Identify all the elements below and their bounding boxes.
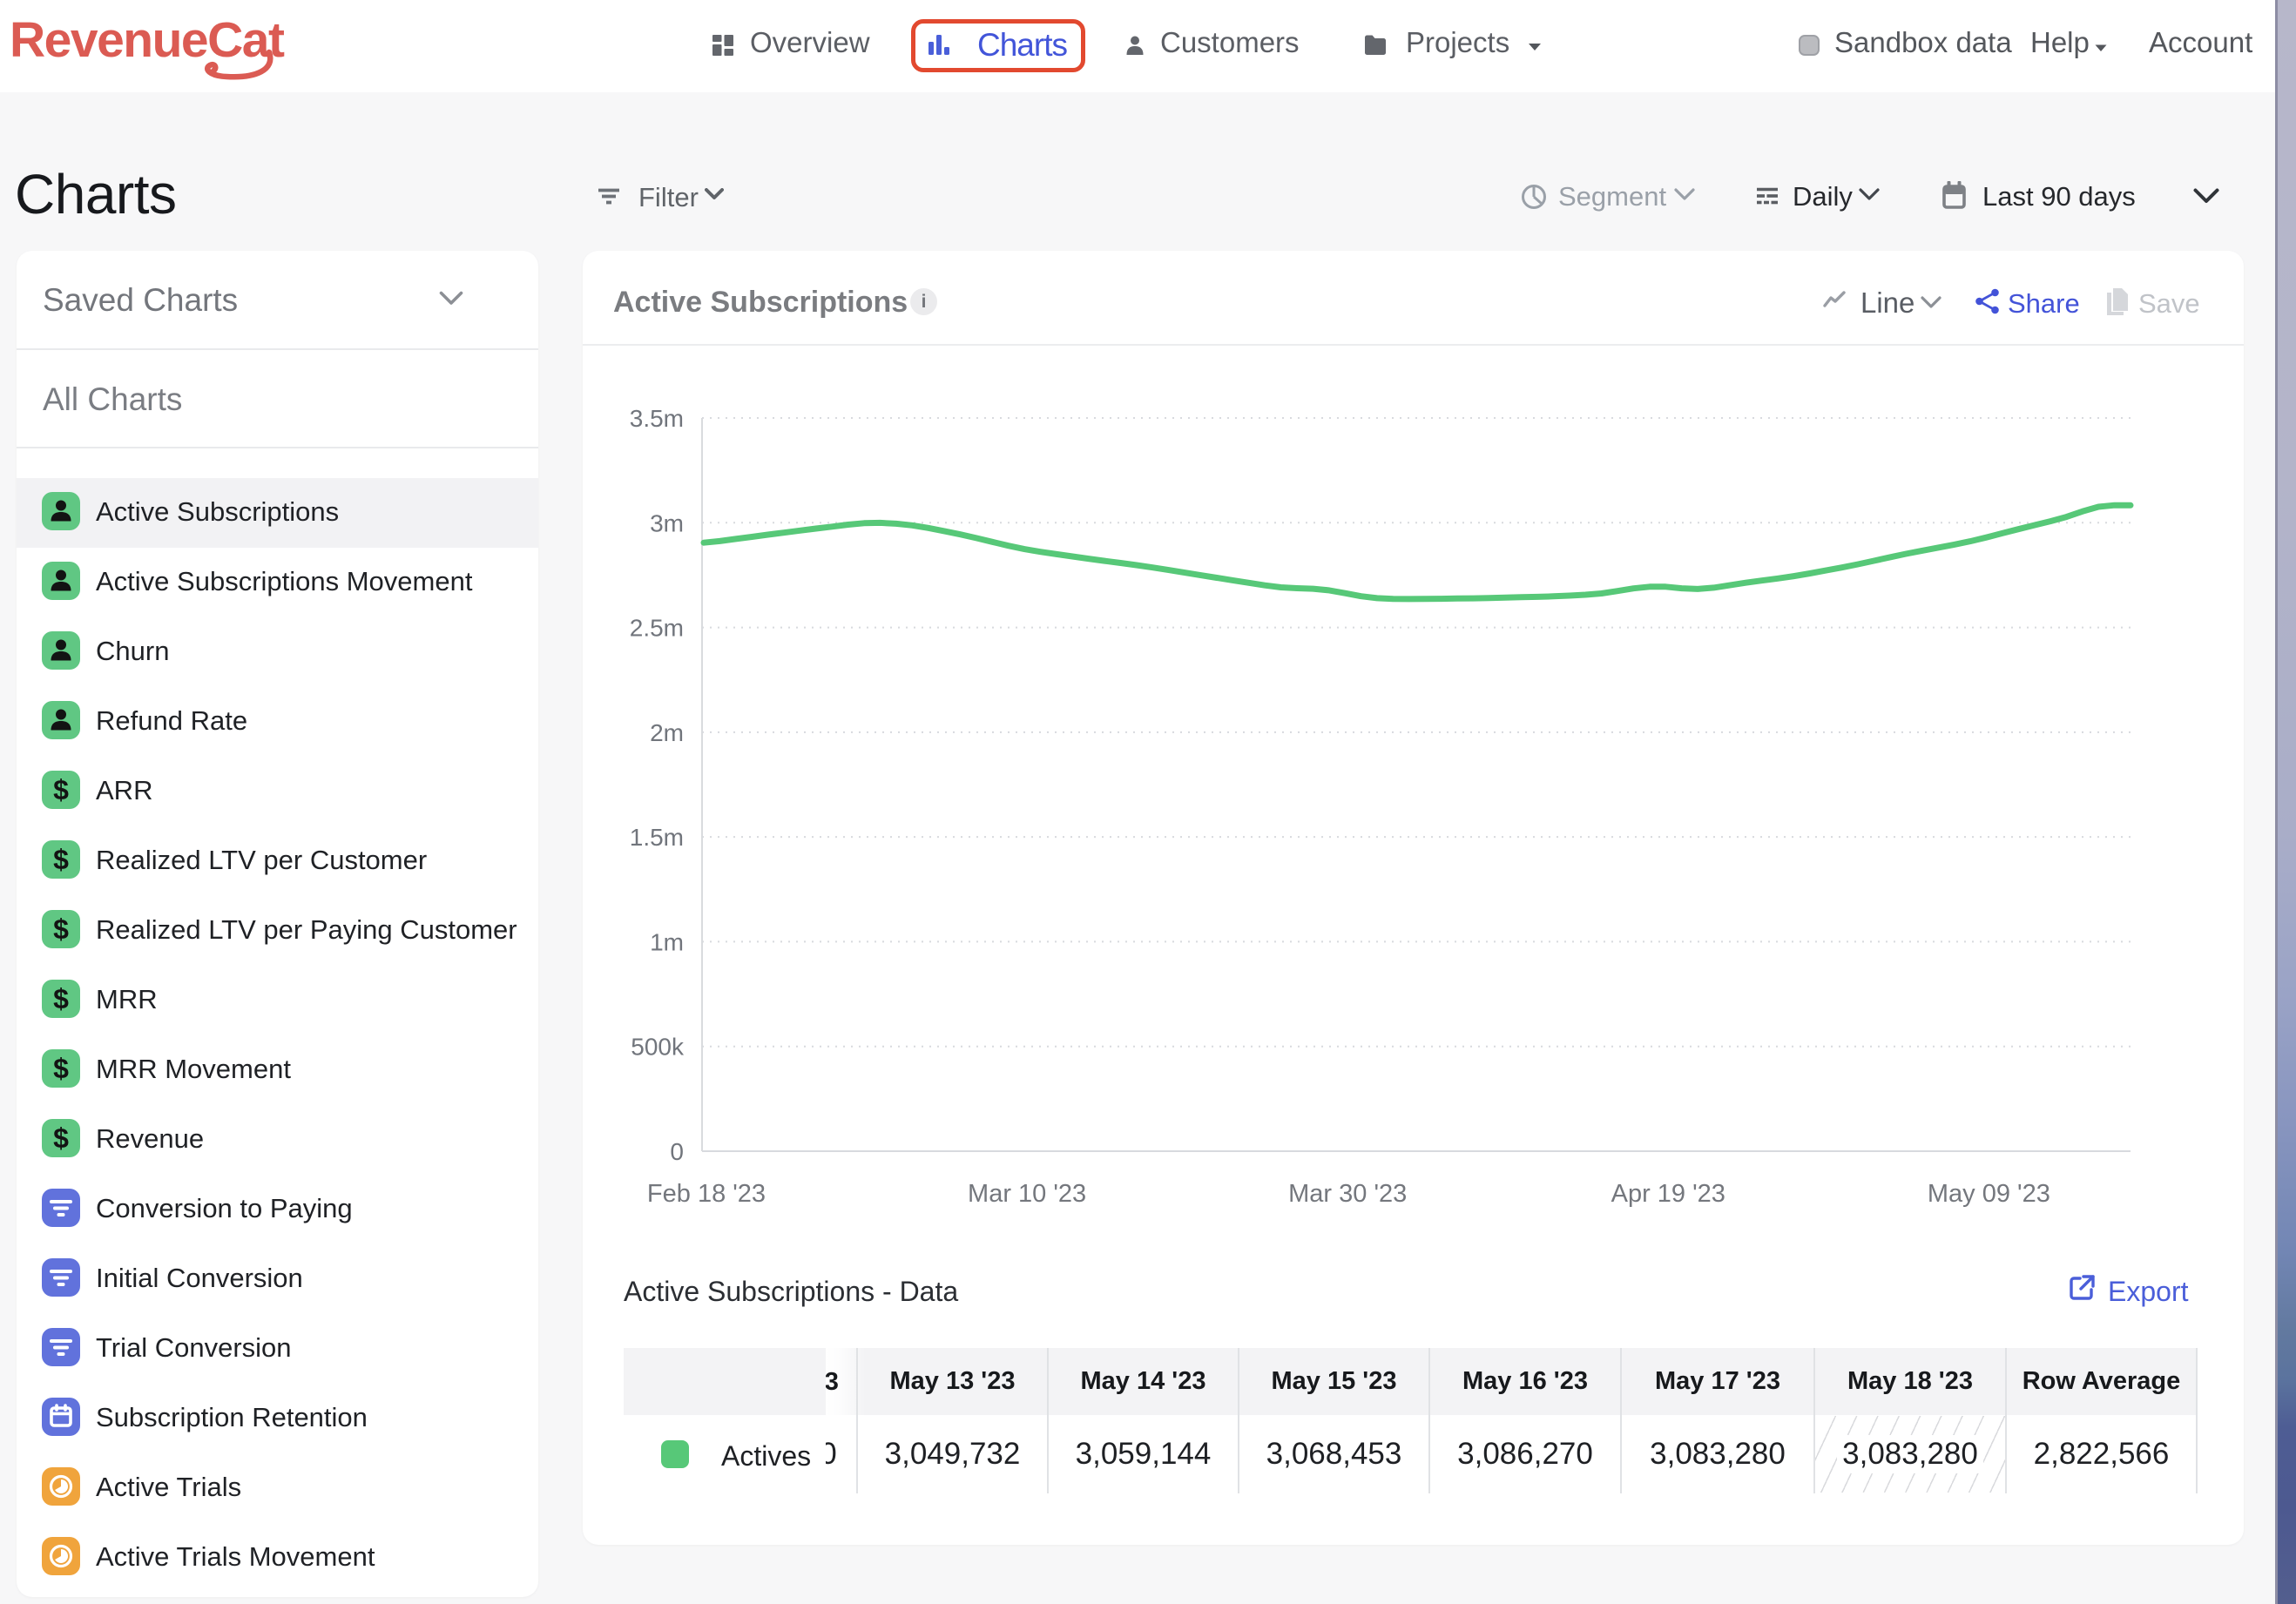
svg-text:$: $ xyxy=(53,844,69,875)
svg-text:0: 0 xyxy=(670,1138,684,1165)
svg-text:2m: 2m xyxy=(650,719,684,746)
svg-text:$: $ xyxy=(53,1053,69,1084)
svg-text:Feb 18 '23: Feb 18 '23 xyxy=(647,1180,766,1208)
svg-text:May 09 '23: May 09 '23 xyxy=(1928,1180,2050,1208)
svg-text:1m: 1m xyxy=(650,928,684,955)
svg-text:Mar 30 '23: Mar 30 '23 xyxy=(1288,1180,1407,1208)
svg-text:Mar 10 '23: Mar 10 '23 xyxy=(968,1180,1086,1208)
svg-text:3.5m: 3.5m xyxy=(630,405,684,432)
svg-text:$: $ xyxy=(53,1122,69,1154)
svg-text:2.5m: 2.5m xyxy=(630,615,684,642)
svg-text:500k: 500k xyxy=(631,1034,685,1061)
svg-text:Apr 19 '23: Apr 19 '23 xyxy=(1611,1180,1725,1208)
svg-text:$: $ xyxy=(53,774,69,805)
svg-text:1.5m: 1.5m xyxy=(630,824,684,851)
svg-text:3m: 3m xyxy=(650,509,684,536)
svg-text:$: $ xyxy=(53,913,69,945)
svg-text:$: $ xyxy=(53,983,69,1014)
